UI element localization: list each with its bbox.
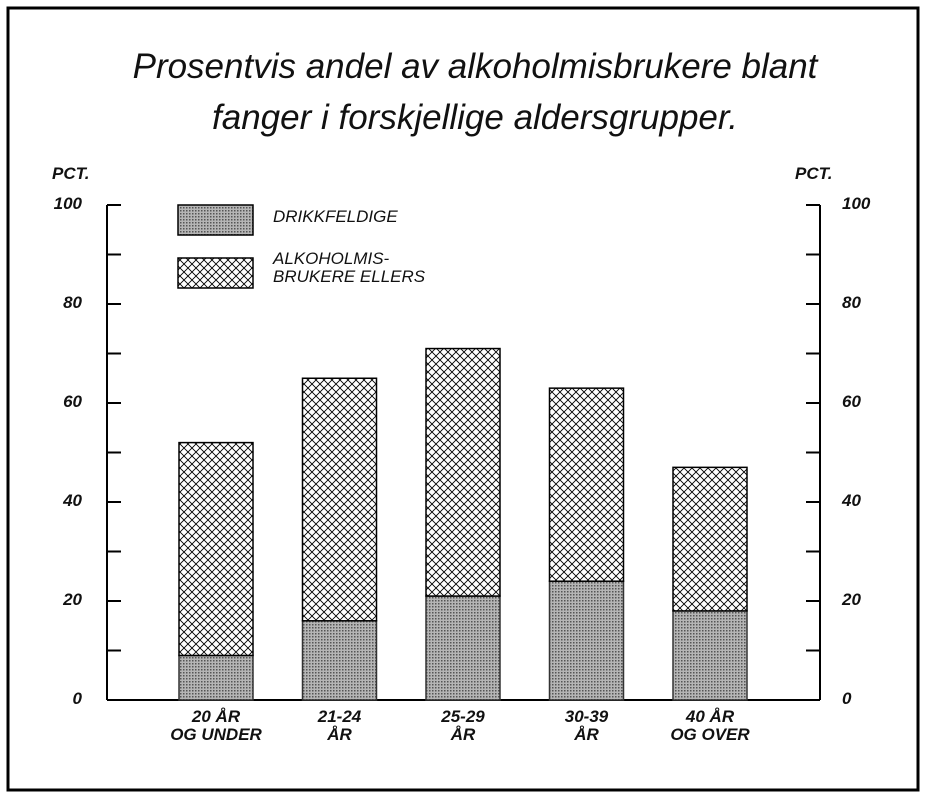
y2-axis-label: PCT. — [795, 164, 833, 183]
bar-segment — [672, 610, 748, 701]
y-axis-label: PCT. — [52, 164, 90, 183]
y-tick-label: 0 — [72, 689, 82, 708]
y-tick-label: 100 — [53, 194, 82, 213]
y-tick-label: 80 — [63, 293, 82, 312]
legend-label: DRIKKFELDIGE — [273, 207, 398, 226]
bar-segment — [548, 580, 625, 701]
legend-label: ALKOHOLMIS- BRUKERE ELLERS — [273, 249, 426, 286]
chart-title: Prosentvis andel av alkoholmisbrukere bl… — [132, 47, 818, 137]
legend-swatch — [177, 204, 254, 236]
bar-segment — [672, 466, 748, 612]
x-tick-label: 20 ÅR OG UNDER — [170, 707, 262, 744]
x-tick-label: 21-24 ÅR — [317, 707, 362, 744]
legend-swatch — [177, 257, 254, 289]
bar-segment — [301, 620, 378, 701]
y-tick-label: 20 — [63, 590, 82, 609]
bar-segment — [425, 595, 501, 701]
y2-tick-label: 100 — [842, 194, 871, 213]
bar-segment — [548, 387, 625, 582]
frame — [6, 6, 920, 792]
y2-tick-label: 20 — [842, 590, 861, 609]
x-tick-label: 30-39 ÅR — [564, 707, 609, 744]
bar-segment — [301, 377, 378, 622]
y-tick-label: 60 — [63, 392, 82, 411]
y2-tick-label: 40 — [842, 491, 861, 510]
x-tick-label: 25-29 ÅR — [441, 707, 485, 744]
y2-tick-label: 0 — [842, 689, 852, 708]
bar-segment — [178, 654, 254, 701]
y2-tick-label: 80 — [842, 293, 861, 312]
y-tick-label: 40 — [63, 491, 82, 510]
x-tick-label: 40 ÅR OG OVER — [670, 707, 750, 744]
bar-segment — [178, 441, 254, 657]
bar-segment — [425, 347, 501, 597]
y2-tick-label: 60 — [842, 392, 861, 411]
